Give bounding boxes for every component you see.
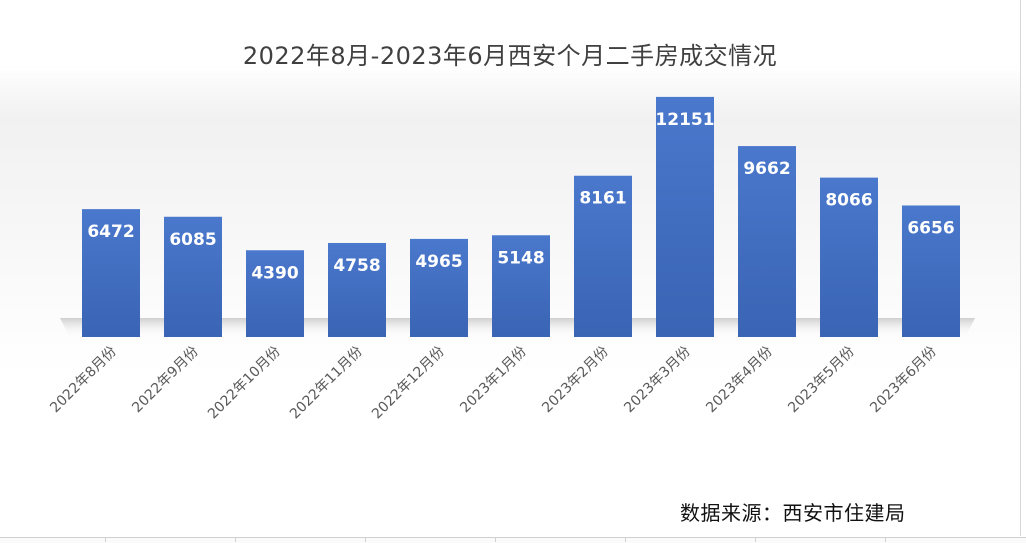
data-label: 12151 [655, 110, 714, 130]
tick-label: 2023年3月份 [621, 344, 694, 417]
tick-label: 2023年6月份 [867, 344, 940, 417]
data-label: 6085 [169, 230, 216, 250]
chart-title: 2022年8月-2023年6月西安个月二手房成交情况 [242, 42, 778, 70]
sheet-grid-tick [495, 537, 496, 542]
tick-label: 2022年12月份 [369, 344, 448, 423]
tick-label: 2023年2月份 [539, 344, 612, 417]
tick-label: 2022年9月份 [129, 344, 202, 417]
tick-label: 2022年11月份 [287, 344, 366, 423]
source-note: 数据来源：西安市住建局 [680, 501, 906, 525]
bar [820, 177, 878, 337]
sheet-grid-tick [105, 537, 106, 542]
bar [902, 205, 960, 337]
data-label: 8066 [825, 191, 872, 211]
data-label: 5148 [497, 248, 544, 268]
sheet-grid-tick [365, 537, 366, 542]
tick-label: 2022年8月份 [47, 344, 120, 417]
bar [738, 146, 796, 337]
bar-plot: 6472 6085 4390 4758 4965 5148 8161 12151 9662 806… [47, 96, 975, 423]
bar [164, 216, 222, 337]
data-label: 4965 [415, 252, 462, 272]
bar [246, 250, 304, 337]
bar [410, 238, 468, 337]
bar [492, 235, 550, 337]
tick-label: 2022年10月份 [205, 344, 284, 423]
sheet-grid-tick [235, 537, 236, 542]
bar [656, 96, 714, 337]
tick-label: 2023年1月份 [457, 344, 530, 417]
tick-label: 2023年5月份 [785, 344, 858, 417]
data-label: 8161 [579, 189, 626, 209]
data-label: 4758 [333, 256, 380, 276]
data-label: 4390 [251, 263, 298, 283]
tick-label: 2023年4月份 [703, 344, 776, 417]
data-label: 6472 [87, 222, 134, 242]
data-label: 9662 [743, 159, 790, 179]
sheet-grid-tick [755, 537, 756, 542]
sheet-grid-tick [885, 537, 886, 542]
sheet-grid-tick [625, 537, 626, 542]
data-label: 6656 [907, 218, 954, 238]
sheet-grid-strip [0, 537, 1026, 543]
bar [574, 175, 632, 337]
bar [82, 209, 140, 337]
bar [328, 242, 386, 337]
